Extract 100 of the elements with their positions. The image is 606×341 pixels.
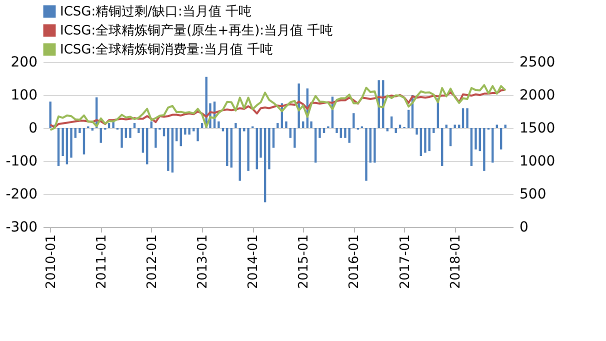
bar bbox=[247, 128, 250, 171]
bar bbox=[390, 116, 393, 128]
bar bbox=[445, 124, 448, 128]
bar bbox=[66, 128, 68, 164]
bar bbox=[142, 128, 144, 153]
bar bbox=[108, 123, 110, 128]
x-tick-label: 2012-01 bbox=[144, 234, 160, 289]
bar bbox=[369, 128, 372, 163]
bar bbox=[154, 128, 157, 148]
bar bbox=[416, 128, 418, 135]
x-tick-label: 2011-01 bbox=[94, 234, 110, 289]
bar bbox=[428, 128, 430, 152]
bar bbox=[408, 110, 410, 128]
bar bbox=[302, 121, 304, 128]
x-tick-label: 2013-01 bbox=[196, 234, 211, 289]
bar bbox=[82, 128, 86, 154]
bar bbox=[374, 128, 376, 163]
bar bbox=[162, 128, 166, 136]
x-tick-label: 2017-01 bbox=[398, 234, 413, 289]
y2-tick-label: 0 bbox=[520, 220, 528, 236]
bar bbox=[188, 128, 190, 135]
bar bbox=[120, 128, 123, 148]
bar bbox=[504, 124, 506, 128]
bar bbox=[146, 128, 148, 164]
bar bbox=[222, 128, 224, 132]
bar bbox=[200, 123, 204, 128]
bar bbox=[322, 128, 326, 133]
bar bbox=[420, 128, 422, 156]
bar bbox=[466, 108, 468, 128]
bar bbox=[74, 128, 77, 138]
y-tick-label: 100 bbox=[10, 88, 38, 104]
bar bbox=[150, 121, 153, 128]
bar bbox=[138, 128, 140, 133]
bar bbox=[462, 108, 464, 128]
legend-label: ICSG:精铜过剩/缺口:当月值 千吨 bbox=[60, 4, 252, 20]
bar bbox=[348, 128, 350, 143]
y2-tick-label: 1500 bbox=[520, 120, 556, 136]
bar bbox=[234, 123, 237, 128]
bar bbox=[124, 128, 128, 138]
bar bbox=[230, 128, 233, 168]
y-tick-label: -100 bbox=[6, 154, 38, 170]
bar bbox=[386, 128, 389, 132]
bar bbox=[176, 128, 178, 142]
legend-label: ICSG:全球精炼铜产量(原生+再生):当月值 千吨 bbox=[60, 24, 334, 38]
bar bbox=[133, 123, 136, 128]
bar bbox=[483, 128, 486, 171]
bar bbox=[226, 128, 228, 166]
y-tick-label: -200 bbox=[6, 186, 38, 202]
bar bbox=[192, 128, 195, 132]
bar bbox=[470, 128, 473, 166]
bar bbox=[344, 128, 346, 138]
bar bbox=[500, 128, 502, 150]
bar bbox=[318, 128, 321, 138]
x-tick-label: 2015-01 bbox=[296, 234, 312, 289]
x-tick-label: 2016-01 bbox=[347, 234, 362, 289]
bar bbox=[478, 128, 481, 152]
bar bbox=[336, 128, 338, 133]
y-tick-label: 0 bbox=[28, 120, 38, 136]
bar bbox=[441, 128, 444, 166]
x-tick-label: 2018-01 bbox=[448, 234, 464, 289]
bar bbox=[289, 128, 292, 138]
legend-label: ICSG:全球精炼铜消费量:当月值 千吨 bbox=[60, 42, 274, 58]
bar bbox=[184, 128, 186, 135]
bar bbox=[78, 128, 81, 133]
bar bbox=[57, 128, 60, 166]
y-tick-label: -300 bbox=[6, 220, 38, 236]
y2-tick-label: 1000 bbox=[520, 154, 556, 170]
y-tick-label: 200 bbox=[10, 54, 38, 70]
x-tick-label: 2010-01 bbox=[44, 234, 59, 289]
bar bbox=[171, 128, 174, 173]
bar bbox=[314, 128, 317, 163]
bar bbox=[394, 128, 397, 133]
bar bbox=[474, 128, 477, 150]
bar bbox=[449, 128, 452, 146]
bar bbox=[218, 121, 220, 128]
bar bbox=[458, 124, 460, 128]
bar bbox=[496, 124, 498, 128]
bar bbox=[294, 128, 296, 148]
bar bbox=[70, 128, 72, 158]
bar bbox=[454, 124, 456, 128]
bar bbox=[62, 128, 64, 156]
bar bbox=[276, 123, 279, 128]
y2-tick-label: 2000 bbox=[520, 88, 556, 104]
bar bbox=[352, 113, 355, 128]
bar bbox=[268, 128, 270, 170]
bar bbox=[129, 128, 132, 138]
bar bbox=[256, 128, 258, 170]
bar bbox=[432, 128, 435, 133]
bar bbox=[272, 128, 275, 148]
bar bbox=[285, 121, 288, 128]
bar bbox=[180, 128, 182, 146]
y2-tick-label: 500 bbox=[520, 186, 546, 202]
bar bbox=[167, 128, 170, 171]
bar bbox=[398, 124, 402, 128]
bar bbox=[100, 128, 102, 143]
bar bbox=[196, 128, 199, 142]
bar bbox=[264, 128, 266, 202]
x-tick-label: 2014-01 bbox=[246, 234, 262, 289]
bar bbox=[424, 128, 426, 153]
bar bbox=[492, 128, 494, 163]
